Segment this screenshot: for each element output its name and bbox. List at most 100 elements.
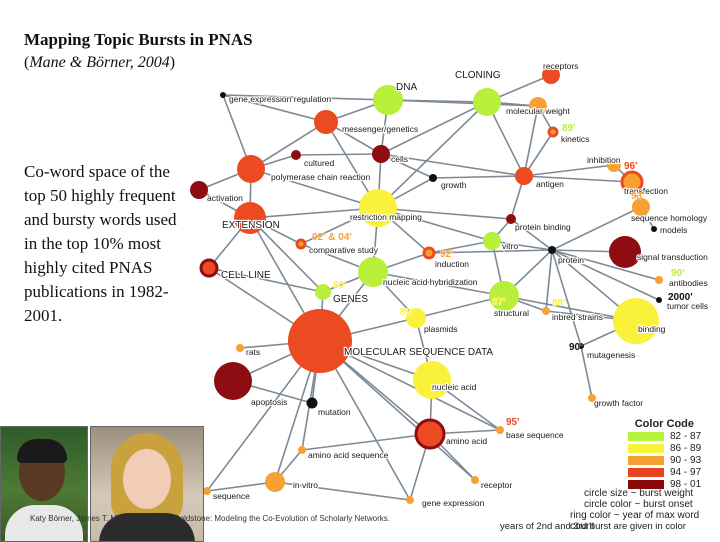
node-messenger-genetics[interactable] — [314, 110, 338, 134]
node-structural[interactable] — [489, 281, 519, 311]
node-transfection[interactable] — [620, 170, 644, 194]
node-label-models: models — [660, 225, 687, 235]
edge-growth-antigen — [432, 175, 525, 179]
node-cells[interactable] — [372, 145, 390, 163]
node-inbred-strains[interactable] — [542, 307, 550, 315]
node-label-restriction-mapping: restriction mapping — [350, 212, 422, 222]
node-growth-factor[interactable] — [588, 394, 596, 402]
node-label-protein-binding: protein binding — [515, 222, 571, 232]
node-cell-line[interactable] — [199, 258, 219, 278]
node-base-sequence[interactable] — [496, 426, 504, 434]
node-label-gene-expression: gene expression — [422, 498, 485, 508]
year-label-8: 89' — [400, 307, 414, 318]
legend-swatch-2 — [628, 444, 664, 453]
node-label-inhibition: inhibition — [587, 155, 621, 165]
node-amino-acid-sequence[interactable] — [298, 446, 306, 454]
node-vitro[interactable] — [483, 232, 501, 250]
node-in-vitro[interactable] — [265, 472, 285, 492]
node-comparative-study[interactable] — [295, 238, 307, 250]
year-label-6: 2000' — [668, 292, 693, 303]
node-polymerase-chain-reaction[interactable] — [237, 155, 265, 183]
node-mutation[interactable] — [306, 397, 318, 409]
network-year-labels: 89' 96' 93' 02' & 04' 92' 90' 2000' 80' 89' 87' 88… — [312, 123, 693, 429]
node-amino-acid[interactable] — [414, 418, 446, 450]
legend-row-1: 82 - 87 — [584, 431, 720, 442]
node-receptor[interactable] — [471, 476, 479, 484]
node-label-structural: structural — [494, 308, 529, 318]
edge-protein-mutagenesis — [551, 249, 582, 347]
node-gene-expression[interactable] — [406, 496, 414, 504]
edge-extension-genes — [249, 217, 324, 293]
node-label-cells: cells — [391, 154, 408, 164]
node-molecular-weight[interactable] — [529, 97, 547, 115]
edge-cloning-cells — [380, 101, 488, 155]
node-receptors[interactable] — [542, 66, 560, 84]
node-label-sequence: sequence — [213, 491, 250, 501]
year-label-7: 80' — [333, 280, 347, 291]
node-models[interactable] — [651, 226, 657, 232]
slide-body-text: Co-word space of the top 50 highly frequ… — [24, 162, 177, 325]
node-apoptosis[interactable] — [214, 362, 252, 400]
node-label-genes: GENES — [333, 294, 368, 305]
node-extension[interactable] — [234, 202, 266, 234]
legend-note-years: years of 2nd and 3rd burst are given in … — [500, 521, 686, 532]
node-protein-binding[interactable] — [506, 214, 516, 224]
year-label-5: 90' — [671, 268, 685, 279]
node-dna[interactable] — [373, 85, 403, 115]
node-antigen[interactable] — [515, 167, 533, 185]
node-label-messenger-genetics: messenger/genetics — [342, 124, 418, 134]
node-label-growth: growth — [441, 180, 467, 190]
node-label-cloning: CLONING — [455, 70, 501, 81]
node-label-antigen: antigen — [536, 179, 564, 189]
photo-face-shape — [123, 449, 171, 509]
node-rats[interactable] — [236, 344, 244, 352]
legend-swatch-4 — [628, 468, 664, 477]
edge-molecular-weight-antigen — [523, 105, 539, 177]
node-tumor-cells[interactable] — [656, 297, 662, 303]
node-gene-expression-regulation[interactable] — [220, 92, 226, 98]
node-induction[interactable] — [422, 246, 436, 260]
author-photo-man — [0, 426, 88, 542]
node-kinetics[interactable] — [547, 126, 559, 138]
node-sequence[interactable] — [203, 487, 211, 495]
node-inhibition[interactable] — [607, 158, 621, 172]
node-nucleic-acid-hybridization[interactable] — [358, 257, 388, 287]
node-activation[interactable] — [190, 181, 208, 199]
legend-label-1: 82 - 87 — [670, 431, 702, 442]
node-label-cultured: cultured — [304, 158, 335, 168]
node-cloning[interactable] — [473, 88, 501, 116]
node-sequence-homology[interactable] — [632, 198, 650, 216]
node-label-kinetics: kinetics — [561, 134, 589, 144]
node-label-dna: DNA — [396, 82, 417, 93]
edge-molecular-sequence-data-base-sequence — [319, 340, 501, 431]
node-mutagenesis[interactable] — [578, 343, 584, 349]
edge-antigen-inhibition — [523, 164, 615, 177]
node-label-gene-expression-regulation: gene expression regulation — [229, 94, 331, 104]
node-signal-transduction[interactable] — [609, 236, 641, 268]
year-label-10: 88' — [552, 298, 566, 309]
node-nucleic-acid[interactable] — [413, 361, 451, 399]
edge-molecular-sequence-data-receptor — [319, 340, 476, 481]
node-genes[interactable] — [315, 284, 331, 300]
node-cultured[interactable] — [291, 150, 301, 160]
node-plasmids[interactable] — [406, 308, 426, 328]
node-label-inbred-strains: inbred strains — [552, 312, 603, 322]
node-molecular-sequence-data[interactable] — [288, 309, 352, 373]
legend-label-5: 98 - 01 — [670, 479, 702, 490]
edge-vitro-protein — [491, 240, 553, 251]
legend-note-size: circle size ~ burst weight — [584, 488, 694, 499]
legend-note-color: circle color ~ burst onset — [584, 499, 693, 510]
node-antibodies[interactable] — [655, 276, 663, 284]
edge-dna-molecular-weight — [387, 99, 539, 107]
node-protein[interactable] — [548, 246, 556, 254]
edge-extension-restriction-mapping — [249, 207, 379, 219]
author-photo-woman — [90, 426, 204, 542]
node-binding[interactable] — [613, 298, 659, 344]
node-restriction-mapping[interactable] — [359, 189, 397, 227]
node-label-tumor-cells: tumor cells — [667, 301, 708, 311]
edge-protein-antibodies — [551, 249, 660, 281]
node-growth[interactable] — [429, 174, 437, 182]
node-label-mutagenesis: mutagenesis — [587, 350, 635, 360]
node-label-receptors: receptors — [543, 61, 578, 71]
node-label-vitro: vitro — [502, 241, 518, 251]
